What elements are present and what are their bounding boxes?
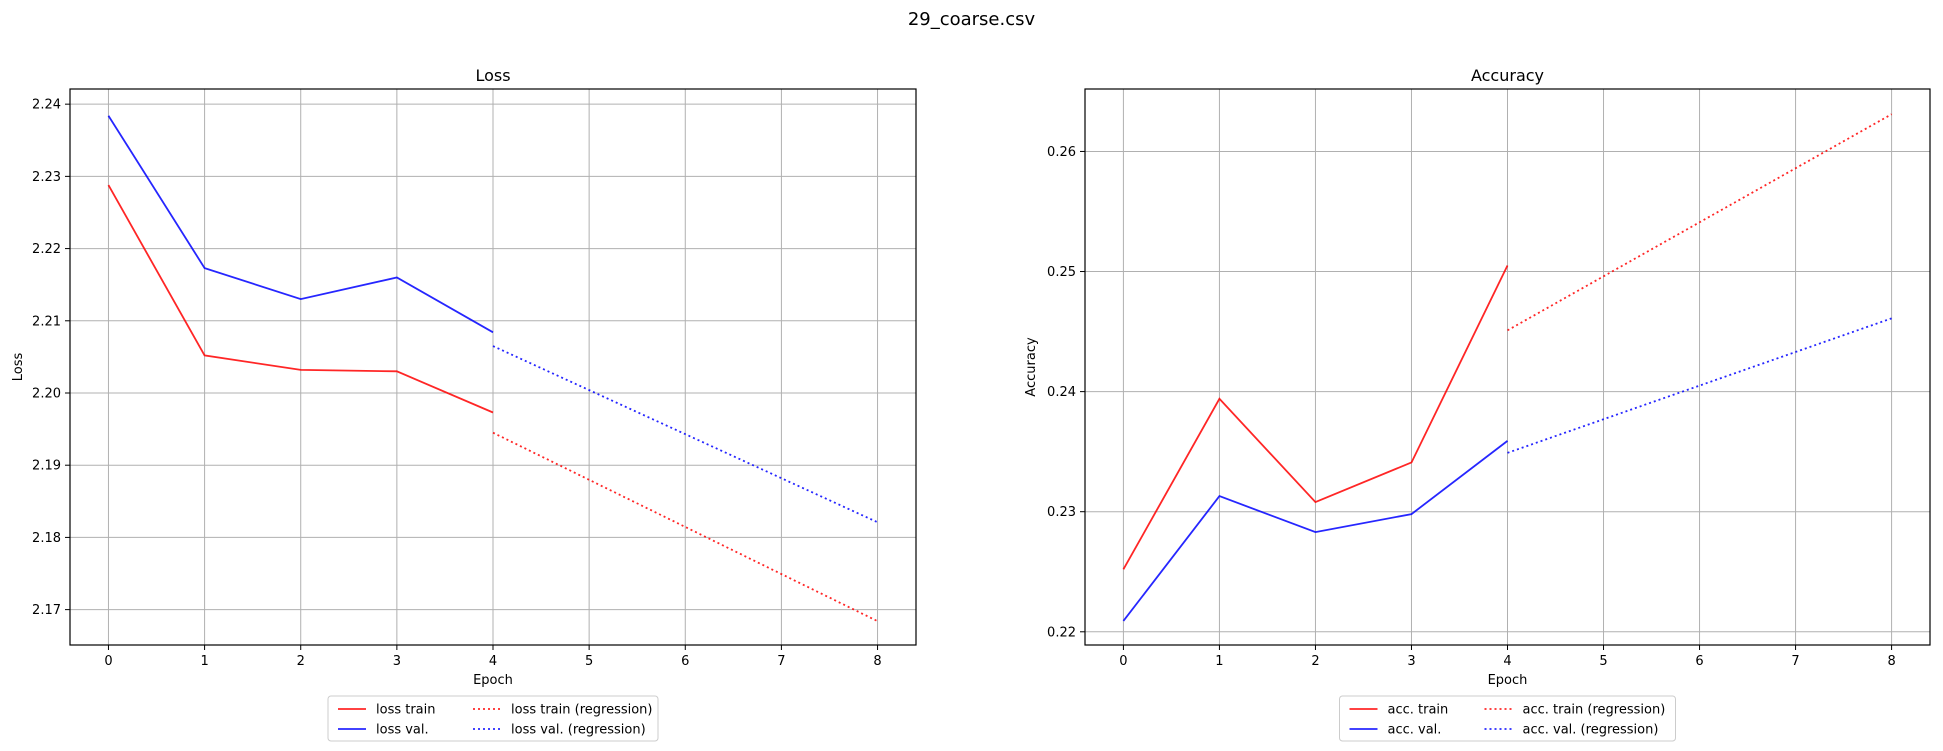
x-tick-label: 6 xyxy=(1695,654,1703,669)
y-tick-label: 0.24 xyxy=(1047,385,1076,400)
y-tick-label: 2.20 xyxy=(32,386,61,401)
x-tick-label: 1 xyxy=(200,654,208,669)
x-tick-label: 0 xyxy=(1119,654,1127,669)
legend: loss train loss val. loss train (regressio… xyxy=(327,695,659,742)
x-tick-label: 5 xyxy=(1599,654,1607,669)
y-tick-label: 2.21 xyxy=(32,314,61,329)
x-tick-label: 5 xyxy=(585,654,593,669)
legend-label: loss train xyxy=(376,703,436,718)
series-line-loss-val-regression xyxy=(492,345,878,524)
x-tick-label: 2 xyxy=(297,654,305,669)
series-line-acc-train-regression xyxy=(1507,113,1893,332)
y-tick-label: 2.22 xyxy=(32,242,61,257)
legend-box xyxy=(1339,695,1676,742)
axes-title: Accuracy xyxy=(1471,66,1544,85)
y-tick-label: 2.23 xyxy=(32,170,61,185)
x-tick-label: 1 xyxy=(1215,654,1223,669)
x-axis-label: Epoch xyxy=(1488,673,1528,688)
series-line-acc-train xyxy=(1122,265,1509,570)
y-tick-label: 2.24 xyxy=(32,98,61,113)
y-tick-label: 0.26 xyxy=(1047,145,1076,160)
y-tick-label: 0.23 xyxy=(1047,505,1076,520)
x-tick-label: 7 xyxy=(777,654,785,669)
x-tick-label: 4 xyxy=(489,654,497,669)
x-tick-label: 2 xyxy=(1311,654,1319,669)
legend-label: loss train (regression) xyxy=(511,703,653,718)
chart-accuracy: 0 1 2 3 4 5 6 7 8 0.22 0.23 0.24 0.25 0.26 Accuracy Epo… xyxy=(1024,66,1931,742)
y-tick-label: 2.19 xyxy=(32,459,61,474)
x-tick-label: 3 xyxy=(393,654,401,669)
legend-box xyxy=(327,695,659,742)
y-tick-label: 0.25 xyxy=(1047,265,1076,280)
legend-label: acc. train (regression) xyxy=(1523,703,1666,718)
series-line-acc-val xyxy=(1122,440,1509,622)
legend: acc. train acc. val. acc. train (regressio… xyxy=(1339,695,1676,742)
axes-title: Loss xyxy=(475,66,510,85)
x-tick-label: 0 xyxy=(104,654,112,669)
figure-suptitle: 29_coarse.csv xyxy=(908,9,1036,30)
legend-label: loss val. (regression) xyxy=(511,723,646,738)
x-tick-label: 8 xyxy=(1887,654,1895,669)
y-tick-label: 2.18 xyxy=(32,531,61,546)
x-tick-label: 3 xyxy=(1407,654,1415,669)
y-axis-label: Loss xyxy=(11,353,26,382)
legend-label: acc. val. xyxy=(1388,723,1442,738)
y-tick-label: 0.22 xyxy=(1047,625,1076,640)
x-tick-label: 8 xyxy=(873,654,881,669)
series-line-loss-val xyxy=(107,115,494,334)
x-axis-label: Epoch xyxy=(473,673,513,688)
x-tick-label: 4 xyxy=(1503,654,1511,669)
x-tick-label: 6 xyxy=(681,654,689,669)
series-line-loss-train-regression xyxy=(492,431,878,622)
legend-label: acc. val. (regression) xyxy=(1523,723,1659,738)
chart-loss: 0 1 2 3 4 5 6 7 8 2.17 2.18 2.19 2.20 2.21 2.22 2.23 2.2… xyxy=(11,66,917,742)
legend-label: loss val. xyxy=(376,723,429,738)
y-axis-label: Accuracy xyxy=(1024,337,1039,397)
series-line-loss-train xyxy=(107,184,494,414)
x-tick-label: 7 xyxy=(1791,654,1799,669)
y-tick-label: 2.17 xyxy=(32,603,61,618)
legend-label: acc. train xyxy=(1388,703,1449,718)
